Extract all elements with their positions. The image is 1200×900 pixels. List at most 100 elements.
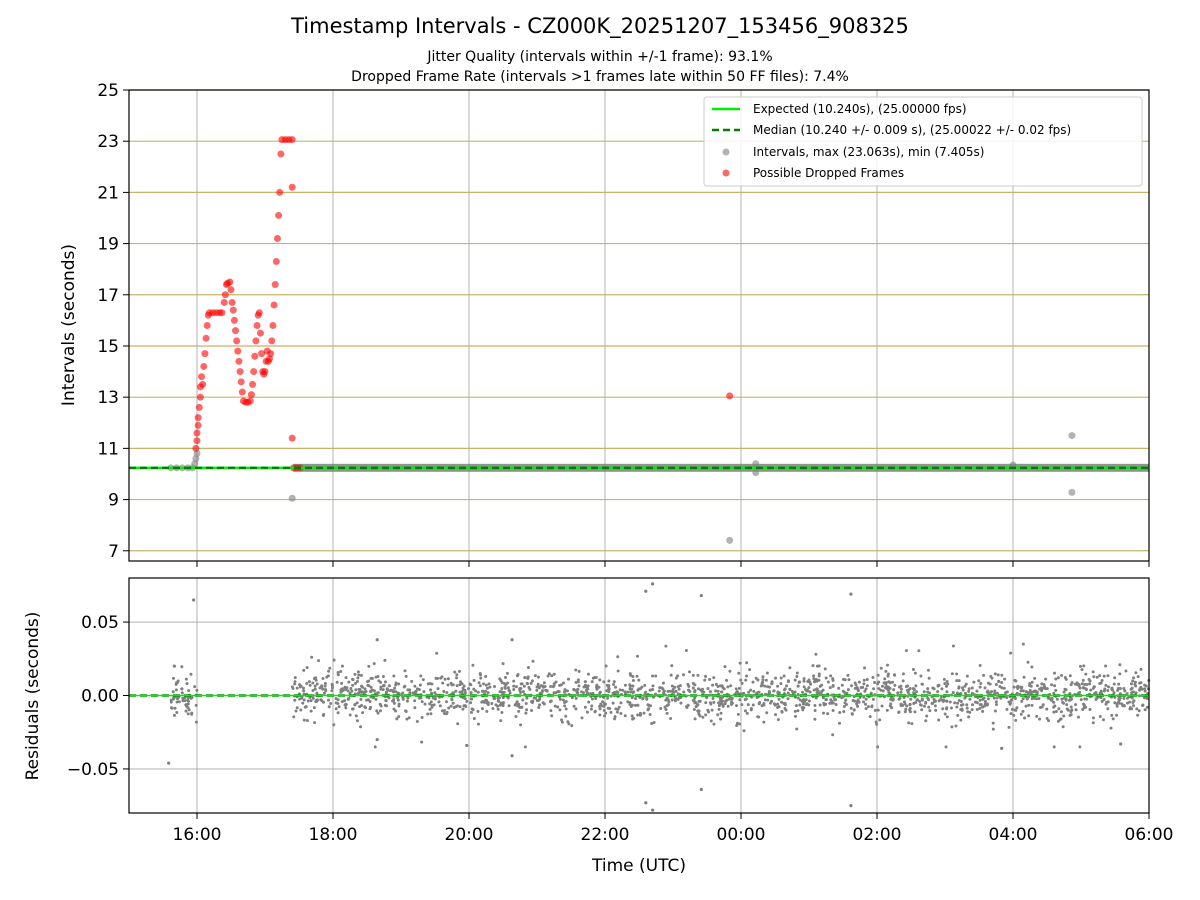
residual-point — [737, 686, 741, 690]
residual-point — [1005, 690, 1009, 694]
residual-point — [401, 696, 405, 700]
residual-point — [693, 717, 697, 721]
residual-point — [348, 691, 352, 695]
residual-point — [1045, 707, 1049, 711]
residual-point — [337, 705, 341, 709]
residual-point — [812, 674, 816, 678]
residual-point — [1005, 707, 1009, 711]
residual-point — [401, 691, 405, 695]
residual-point — [446, 683, 450, 687]
residual-point — [359, 725, 363, 729]
residual-point — [933, 704, 937, 708]
residual-outlier-point — [651, 582, 655, 586]
residual-point — [798, 703, 802, 707]
residual-point — [1020, 699, 1024, 703]
residual-point — [359, 673, 363, 677]
residual-point — [502, 690, 506, 694]
residual-point — [602, 708, 606, 712]
residual-point — [298, 685, 302, 689]
residual-point — [975, 689, 979, 693]
residuals-y-ticks: −0.05 0.00 0.05 — [67, 613, 129, 780]
residual-point — [761, 675, 765, 679]
residual-point — [1065, 703, 1069, 707]
residual-point — [520, 682, 524, 686]
residual-point — [1023, 716, 1027, 720]
residual-point — [532, 696, 536, 700]
residual-point — [972, 680, 976, 684]
residual-point — [796, 709, 800, 713]
residual-point — [353, 703, 357, 707]
residual-point — [628, 702, 632, 706]
residual-point — [999, 696, 1003, 700]
dropped-frame-point — [218, 309, 226, 317]
residual-point — [583, 680, 587, 684]
dropped-frame-point — [233, 337, 241, 345]
residual-point — [676, 698, 680, 702]
residual-point — [1083, 683, 1087, 687]
residual-point — [814, 652, 818, 656]
residual-point — [315, 699, 319, 703]
residual-point — [899, 687, 903, 691]
residual-point — [531, 659, 535, 663]
residual-point — [664, 707, 668, 711]
residual-point — [772, 689, 776, 693]
residual-point — [384, 699, 388, 703]
residual-point — [1028, 681, 1032, 685]
residual-point — [967, 687, 971, 691]
residual-point — [945, 690, 949, 694]
residual-point — [748, 668, 752, 672]
residual-point — [630, 696, 634, 700]
residual-point — [599, 702, 603, 706]
residual-point — [604, 711, 608, 715]
residual-point — [580, 716, 584, 720]
residual-point — [908, 703, 912, 707]
residual-point — [577, 669, 581, 673]
residual-point — [678, 684, 682, 688]
residual-point — [822, 701, 826, 705]
residual-point — [956, 713, 960, 717]
residual-point — [187, 708, 191, 712]
dropped-frame-point — [227, 286, 235, 294]
residual-point — [558, 697, 562, 701]
residual-point — [669, 673, 673, 677]
residual-point — [869, 691, 873, 695]
residual-point — [480, 707, 484, 711]
residual-point — [361, 711, 365, 715]
residual-point — [955, 679, 959, 683]
residual-point — [479, 676, 483, 680]
residual-point — [485, 686, 489, 690]
residual-point — [615, 710, 619, 714]
residual-point — [1128, 700, 1132, 704]
residual-point — [993, 672, 997, 676]
residual-point — [853, 686, 857, 690]
residual-point — [618, 688, 622, 692]
residual-point — [937, 699, 941, 703]
residual-point — [642, 711, 646, 715]
residual-point — [309, 709, 313, 713]
residual-point — [485, 709, 489, 713]
residual-point — [840, 696, 844, 700]
residual-point — [1064, 677, 1068, 681]
residual-point — [735, 721, 739, 725]
residual-point — [971, 703, 975, 707]
residual-point — [541, 685, 545, 689]
residual-point — [295, 706, 299, 710]
residual-point — [585, 691, 589, 695]
residual-point — [602, 704, 606, 708]
residual-point — [519, 723, 523, 727]
residual-point — [791, 691, 795, 695]
residual-point — [370, 688, 374, 692]
residual-point — [774, 713, 778, 717]
residual-point — [831, 733, 835, 737]
residual-point — [773, 703, 777, 707]
residual-point — [351, 707, 355, 711]
residual-point — [793, 714, 797, 718]
residual-point — [471, 663, 475, 667]
dropped-frame-point — [250, 368, 258, 376]
residual-point — [734, 704, 738, 708]
residual-point — [451, 691, 455, 695]
residual-point — [420, 700, 424, 704]
residual-point — [544, 688, 548, 692]
residual-point — [353, 682, 357, 686]
residual-point — [513, 703, 517, 707]
